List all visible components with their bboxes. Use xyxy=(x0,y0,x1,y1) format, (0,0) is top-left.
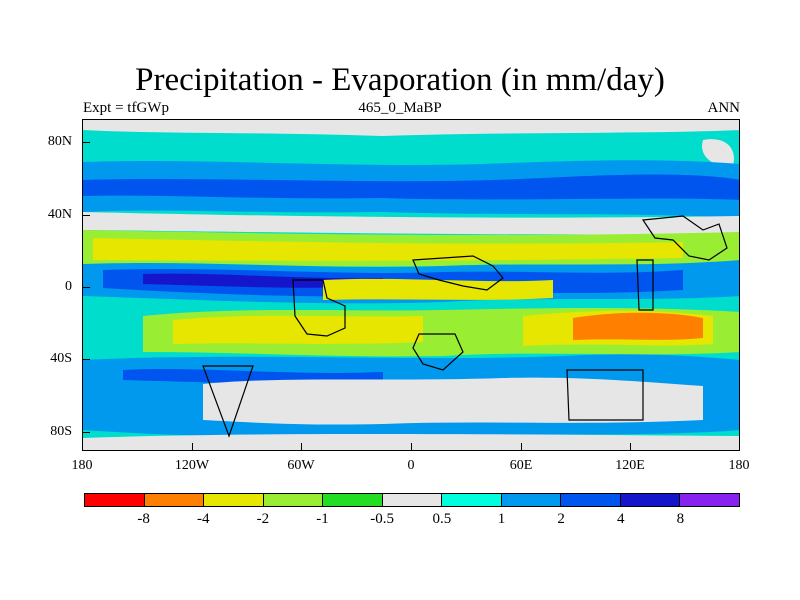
legend-label: -4 xyxy=(197,511,210,527)
legend-color-box xyxy=(204,494,264,506)
legend-label: 1 xyxy=(497,511,506,527)
xtick-label-180w: 180 xyxy=(71,458,93,473)
legend-color-box xyxy=(382,494,443,506)
legend-color-box xyxy=(144,494,205,506)
legend-label: -2 xyxy=(256,511,270,527)
xtick-label-0: 0 xyxy=(407,458,415,473)
xtick-label-180e: 180 xyxy=(728,458,750,473)
legend-label: 4 xyxy=(616,511,625,527)
legend-label: 2 xyxy=(557,511,565,527)
pe-field-map xyxy=(83,120,739,450)
legend-label: -8 xyxy=(137,511,150,527)
ytick-mark-80n xyxy=(82,142,90,143)
map-title: Precipitation - Evaporation (in mm/day) xyxy=(135,62,665,98)
xtick-mark-180w xyxy=(82,443,83,451)
legend-color-box xyxy=(85,494,145,506)
ytick-mark-40s xyxy=(82,359,90,360)
xtick-mark-0 xyxy=(411,443,412,451)
xtick-label-60e: 60E xyxy=(509,458,533,473)
map-plot-area xyxy=(82,119,740,451)
xtick-label-60w: 60W xyxy=(287,458,315,473)
legend-label: -0.5 xyxy=(370,511,395,527)
ytick-mark-eq xyxy=(82,287,90,288)
ytick-mark-40n xyxy=(82,215,90,216)
legend-color-box xyxy=(263,494,324,506)
legend-color-box xyxy=(680,494,740,506)
color-legend-bar xyxy=(84,493,740,507)
xtick-mark-60e xyxy=(521,443,522,451)
period-label: 465_0_MaBP xyxy=(358,100,442,116)
legend-label: 8 xyxy=(676,511,685,527)
xtick-mark-120e xyxy=(630,443,631,451)
legend-color-box xyxy=(620,494,681,506)
ytick-label-40n: 40N xyxy=(47,207,72,222)
xtick-label-120w: 120W xyxy=(174,458,210,473)
xtick-mark-180e xyxy=(739,443,740,451)
xtick-mark-120w xyxy=(192,443,193,451)
xtick-label-120e: 120E xyxy=(615,458,645,473)
legend-color-box xyxy=(561,494,621,506)
ytick-mark-80s xyxy=(82,432,90,433)
ytick-label-40s: 40S xyxy=(50,351,72,366)
season-label: ANN xyxy=(707,100,741,116)
legend-color-box xyxy=(323,494,383,506)
legend-label: -1 xyxy=(316,511,329,527)
ytick-label-eq: 0 xyxy=(65,279,72,294)
ytick-label-80n: 80N xyxy=(47,134,72,149)
legend-color-box xyxy=(442,494,502,506)
xtick-mark-60w xyxy=(301,443,302,451)
legend-color-box xyxy=(501,494,562,506)
ytick-label-80s: 80S xyxy=(50,424,72,439)
experiment-label: Expt = tfGWp xyxy=(83,100,169,116)
legend-label: 0.5 xyxy=(432,511,452,527)
